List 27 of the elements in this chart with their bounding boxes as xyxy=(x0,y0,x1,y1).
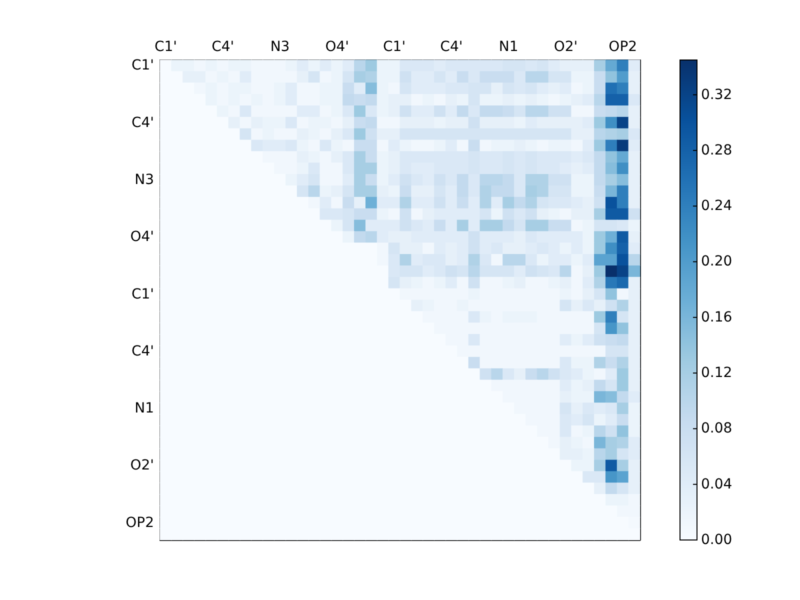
color-bar-label: 0.00 xyxy=(701,532,732,548)
y-tick-label: C1' xyxy=(131,286,154,302)
x-tick-label: O4' xyxy=(325,39,350,55)
color-bar-label: 0.08 xyxy=(701,420,732,437)
x-tick-label: C1' xyxy=(154,39,177,55)
y-tick-label: O2' xyxy=(130,458,154,474)
y-tick-label: N3 xyxy=(134,172,154,188)
y-tick-label: C4' xyxy=(131,114,154,131)
color-bar-label: 0.04 xyxy=(701,476,732,492)
y-tick-label: C1' xyxy=(131,58,154,74)
x-tick-label: N1 xyxy=(498,39,518,55)
x-tick-label: O2' xyxy=(554,39,578,55)
x-tick-label: C4' xyxy=(212,39,234,55)
color-bar-label: 0.20 xyxy=(701,254,732,270)
color-bar-label: 0.24 xyxy=(701,198,732,214)
x-tick-label: C4' xyxy=(440,39,463,55)
x-tick-label: C1' xyxy=(383,39,406,55)
color-bar-label: 0.12 xyxy=(701,365,732,382)
color-bar-label: 0.16 xyxy=(701,309,732,326)
y-tick-label: C4' xyxy=(131,343,154,360)
color-bar-label: 0.32 xyxy=(701,86,732,103)
y-tick-label: O4' xyxy=(130,229,154,246)
y-tick-label: N1 xyxy=(134,400,154,417)
x-tick-label: OP2 xyxy=(608,39,638,55)
x-tick-label: N3 xyxy=(270,39,290,55)
y-tick-label: OP2 xyxy=(126,514,154,531)
color-bar-label: 0.28 xyxy=(701,142,732,158)
